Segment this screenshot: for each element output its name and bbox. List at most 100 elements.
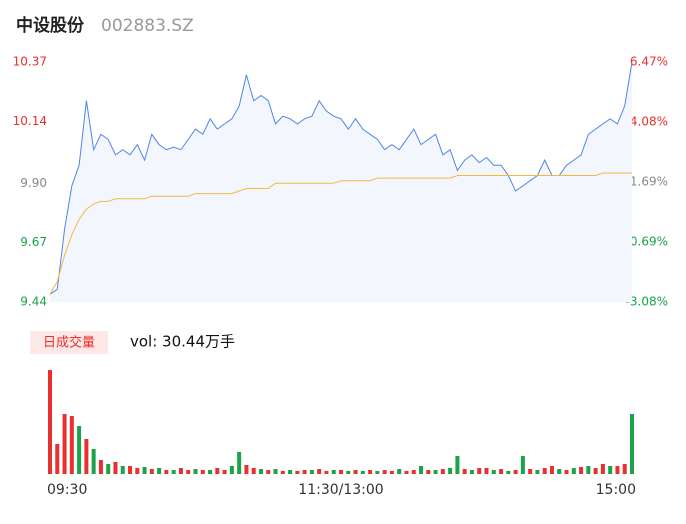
legend-label: 日成交量 — [43, 335, 95, 351]
volume-bar — [98, 460, 103, 474]
volume-bar — [506, 471, 511, 474]
volume-bar — [608, 466, 613, 474]
volume-bar — [157, 468, 162, 474]
volume-bar — [120, 466, 125, 474]
volume-bar — [593, 468, 598, 474]
volume-bar — [404, 471, 409, 474]
volume-bar — [499, 469, 504, 474]
volume-bar — [571, 468, 576, 474]
volume-bar — [164, 470, 169, 474]
volume-bar — [266, 470, 271, 474]
volume-bar — [520, 456, 525, 474]
volume-bar — [128, 466, 133, 474]
volume-bar — [55, 444, 60, 474]
volume-bar — [200, 470, 205, 474]
legend-box — [30, 331, 108, 354]
volume-bar — [622, 464, 627, 474]
y2-tick-label: 1.69% — [630, 175, 668, 189]
volume-bar — [258, 469, 263, 474]
volume-bar — [280, 471, 285, 474]
volume-bar — [462, 469, 467, 474]
volume-bar — [69, 416, 74, 474]
volume-bar — [142, 467, 147, 474]
volume-bar — [309, 470, 314, 474]
y2-tick-label: -0.69% — [626, 234, 668, 248]
volume-bar — [419, 466, 424, 474]
volume-bar — [91, 449, 96, 474]
volume-annotation: vol: 30.44万手 — [130, 333, 235, 351]
volume-bar — [615, 466, 620, 474]
x-tick-label: 15:00 — [596, 482, 636, 498]
volume-bar — [113, 462, 118, 474]
volume-bar — [273, 469, 278, 474]
volume-bar — [178, 468, 183, 474]
volume-bar — [251, 468, 256, 474]
volume-bar — [331, 470, 336, 474]
y2-tick-label: -3.08% — [626, 295, 668, 309]
volume-bar — [171, 470, 176, 474]
volume-bar — [208, 470, 213, 474]
volume-bar — [149, 469, 154, 474]
x-tick-label: 11:30/13:00 — [298, 482, 383, 498]
volume-bar — [317, 469, 322, 474]
volume-bar — [542, 468, 547, 474]
volume-bar — [564, 470, 569, 474]
volume-bar — [477, 468, 482, 474]
x-tick-label: 09:30 — [47, 482, 87, 498]
volume-bar — [288, 470, 293, 474]
volume-bar — [535, 470, 540, 474]
volume-bar — [339, 470, 343, 474]
volume-bar — [186, 470, 191, 474]
y-tick-label: 9.90 — [20, 176, 47, 190]
volume-bar — [426, 470, 431, 474]
average-line — [49, 172, 632, 295]
volume-bar — [382, 470, 387, 474]
y-tick-label: 9.44 — [20, 295, 47, 309]
volume-bar — [469, 470, 474, 474]
volume-bar — [346, 471, 351, 474]
volume-bar — [222, 470, 227, 474]
volume-bar — [77, 426, 82, 474]
volume-bar — [491, 470, 496, 474]
volume-bar — [295, 471, 300, 474]
volume-bar — [48, 370, 52, 474]
volume-bar — [579, 467, 584, 474]
volume-bar — [360, 471, 365, 474]
volume-bar — [513, 470, 518, 474]
volume-bar — [62, 414, 67, 474]
volume-bar — [557, 469, 562, 474]
volume-bar — [455, 456, 460, 474]
y-tick-label: 9.67 — [20, 235, 47, 249]
volume-bar — [440, 469, 445, 474]
volume-bar — [229, 466, 234, 474]
volume-bar — [389, 471, 394, 474]
y-tick-label: 10.14 — [13, 114, 47, 128]
volume-bar — [528, 469, 533, 474]
volume-bar — [448, 468, 453, 474]
volume-bar — [237, 452, 242, 474]
volume-bar — [368, 470, 373, 474]
volume-bar — [353, 470, 358, 474]
volume-bar — [397, 469, 402, 474]
y2-tick-label: 4.08% — [630, 115, 668, 129]
volume-bar — [433, 470, 438, 474]
volume-bar — [193, 469, 198, 474]
volume-bar — [302, 470, 307, 474]
volume-bar — [244, 465, 249, 474]
volume-bar — [215, 468, 220, 474]
price-area — [50, 62, 632, 302]
volume-bar — [630, 414, 634, 474]
volume-bar — [600, 464, 605, 474]
volume-bar — [375, 471, 380, 474]
volume-bar — [84, 439, 89, 474]
y-tick-label: 10.37 — [13, 55, 47, 69]
volume-bar — [324, 471, 329, 474]
volume-bar — [484, 468, 489, 474]
volume-bar — [106, 464, 111, 474]
volume-bar — [135, 468, 140, 474]
chart-title: 中设股份 — [16, 15, 85, 36]
y2-tick-label: 6.47% — [630, 55, 668, 69]
chart-subtitle: 002883.SZ — [101, 16, 194, 36]
volume-bar — [549, 466, 554, 474]
